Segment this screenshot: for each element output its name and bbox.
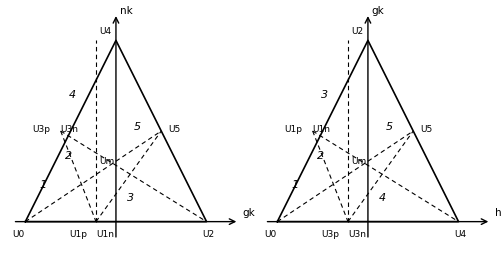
- Text: U3p: U3p: [33, 125, 51, 134]
- Text: U3p: U3p: [320, 230, 338, 239]
- Text: U4: U4: [99, 27, 111, 36]
- Text: U1n: U1n: [96, 230, 114, 239]
- Text: 5: 5: [385, 122, 392, 132]
- Text: nk: nk: [119, 6, 132, 16]
- Text: 2: 2: [65, 151, 72, 161]
- Text: 4: 4: [69, 90, 76, 100]
- Text: Um: Um: [351, 157, 366, 166]
- Text: U1p: U1p: [69, 230, 87, 239]
- Text: U4: U4: [453, 230, 465, 239]
- Text: gk: gk: [371, 6, 384, 16]
- Text: 4: 4: [378, 193, 385, 203]
- Text: U5: U5: [419, 125, 431, 134]
- Text: 2: 2: [317, 151, 324, 161]
- Text: 1: 1: [40, 180, 47, 190]
- Text: hk: hk: [494, 208, 501, 218]
- Text: U3n: U3n: [61, 125, 79, 134]
- Text: U2: U2: [202, 230, 214, 239]
- Text: 5: 5: [134, 122, 141, 132]
- Text: U2: U2: [350, 27, 362, 36]
- Text: U0: U0: [12, 230, 24, 239]
- Text: 1: 1: [291, 180, 299, 190]
- Text: 3: 3: [127, 193, 134, 203]
- Text: 3: 3: [320, 90, 327, 100]
- Text: U3n: U3n: [347, 230, 365, 239]
- Text: U0: U0: [264, 230, 276, 239]
- Text: gk: gk: [242, 208, 255, 218]
- Text: U1p: U1p: [284, 125, 302, 134]
- Text: U1n: U1n: [312, 125, 330, 134]
- Text: Um: Um: [99, 157, 115, 166]
- Text: U5: U5: [167, 125, 180, 134]
